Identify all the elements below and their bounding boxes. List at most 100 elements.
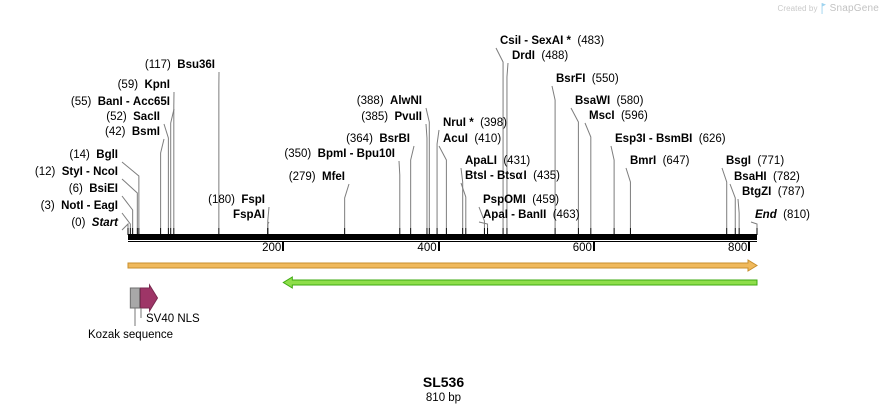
enzyme-name: Bsu36I (177, 59, 215, 71)
leader-line-bsgi (721, 167, 728, 228)
enzyme-position: (810) (783, 209, 810, 221)
leader-line-bmri (625, 167, 631, 228)
enzyme-label-nrui[interactable]: NruI * (398) (443, 117, 507, 129)
leader-line-apali (460, 167, 464, 228)
enzyme-name: End (755, 209, 777, 221)
leader-line-acui (438, 145, 447, 228)
enzyme-position: (410) (474, 133, 502, 145)
enzyme-label-fspi[interactable]: (180) FspI (208, 194, 265, 206)
enzyme-label-pspomi[interactable]: PspOMI (459) (483, 194, 559, 206)
enzyme-name: BsmBI (655, 133, 693, 145)
enzyme-position: (3) (40, 200, 55, 212)
ruler-tick-label-400: 400 (417, 242, 437, 254)
enzyme-label-bsu36i[interactable]: (117) Bsu36I (145, 59, 215, 71)
enzyme-label-bmri[interactable]: BmrI (647) (630, 155, 689, 167)
enzyme-label-bsrbi[interactable]: (364) BsrBI (346, 133, 410, 145)
enzyme-name: BsmI (131, 126, 160, 138)
enzyme-label-drdi[interactable]: DrdI (488) (512, 50, 568, 62)
sequence-length: 810 bp (425, 392, 462, 404)
enzyme-name: ApaLI (465, 155, 497, 167)
enzyme-label-pvuii[interactable]: (385) PvuII (361, 111, 422, 123)
leader-line-pvuii (425, 123, 428, 228)
enzyme-position: (364) (346, 133, 373, 145)
enzyme-name: BtsI (465, 170, 487, 182)
star-marker: * (566, 35, 571, 47)
enzyme-label-bsgi[interactable]: BsgI (771) (726, 155, 784, 167)
enzyme-name: AcuI (443, 133, 468, 145)
watermark-brand: SnapGene (829, 3, 879, 14)
feature-orange-arrow[interactable] (127, 259, 758, 272)
enzyme-position: (431) (503, 155, 531, 167)
enzyme-label-bsrfi[interactable]: BsrFI (550) (556, 73, 619, 85)
enzyme-position: (55) (70, 96, 92, 108)
enzyme-label-alwni[interactable]: (388) AlwNI (357, 95, 422, 107)
enzyme-label-apai-banii[interactable]: ApaI - BanII (463) (483, 209, 580, 221)
enzyme-name: SacII (133, 111, 160, 123)
snapgene-flag-icon (821, 3, 827, 14)
enzyme-label-bsahi[interactable]: BsaHI (782) (734, 171, 800, 183)
enzyme-label-esp3i-bsmbi[interactable]: Esp3I - BsmBI (626) (615, 133, 726, 145)
enzyme-name: StyI (61, 166, 83, 178)
enzyme-label-bani-acc65i[interactable]: (55) BanI - Acc65I (70, 96, 170, 108)
enzyme-position: (771) (757, 155, 785, 167)
enzyme-label-bsiei[interactable]: (6) BsiEI (69, 183, 118, 195)
enzyme-label-btgzi[interactable]: BtgZI (787) (742, 186, 805, 198)
enzyme-label-msci[interactable]: MscI (596) (589, 110, 648, 122)
enzyme-position: (6) (68, 183, 83, 195)
feature-kozak[interactable] (129, 287, 141, 309)
enzyme-label-csii-sexai[interactable]: CsiI - SexAI * (483) (500, 35, 605, 47)
enzyme-label-bsmi[interactable]: (42) BsmI (105, 126, 160, 138)
enzyme-name: ApaI (483, 209, 508, 221)
enzyme-label-fspai[interactable]: FspAI (233, 209, 265, 221)
enzyme-label-noti-eagi[interactable]: (3) NotI - EagI (40, 200, 118, 212)
enzyme-position: (14) (69, 149, 90, 161)
ruler-tick-400 (437, 242, 440, 251)
enzyme-label-bsawi[interactable]: BsaWI (580) (575, 95, 643, 107)
leader-line-msci (584, 122, 592, 228)
enzyme-label-styi-ncoi[interactable]: (12) StyI - NcoI (34, 166, 118, 178)
watermark-created-by: Created by (777, 4, 818, 13)
ruler-tick-800 (748, 242, 751, 251)
enzyme-label-kpni[interactable]: (59) KpnI (118, 79, 170, 91)
enzyme-label-acui[interactable]: AcuI (410) (443, 133, 501, 145)
leader-line-bgli (121, 161, 140, 228)
enzyme-label-apali[interactable]: ApaLI (431) (465, 155, 530, 167)
enzyme-position: (488) (541, 50, 569, 62)
enzyme-label-start[interactable]: (0) Start (71, 217, 118, 229)
enzyme-position: (398) (480, 117, 507, 129)
enzyme-name: BsiEI (89, 183, 118, 195)
ruler-bar (128, 234, 757, 240)
enzyme-name: BmrI (630, 155, 657, 167)
enzyme-position: (550) (591, 73, 619, 85)
sv40-nls-label[interactable]: SV40 NLS (146, 313, 200, 325)
ruler-tick-label-600: 600 (572, 242, 592, 254)
enzyme-name: BtgZI (742, 186, 772, 198)
enzyme-label-bpmi-bpu10i[interactable]: (350) BpmI - Bpu10I (284, 148, 395, 160)
enzyme-label-mfei[interactable]: (279) MfeI (289, 171, 345, 183)
enzyme-label-end[interactable]: End (810) (755, 209, 810, 221)
kozak-label[interactable]: Kozak sequence (88, 329, 174, 341)
feature-sv40-nls[interactable] (139, 283, 159, 313)
enzyme-position: (596) (620, 110, 648, 122)
enzyme-position: (0) (71, 217, 86, 229)
enzyme-name: KpnI (144, 79, 170, 91)
enzyme-label-btsi-btsai[interactable]: BtsI - Btsα I (435) (465, 170, 560, 182)
feature-green-arrow[interactable] (282, 276, 758, 289)
enzyme-position: (459) (532, 194, 560, 206)
enzyme-position: (580) (616, 95, 644, 107)
leader-line-bsmi (160, 138, 165, 228)
leader-line-btsi-btsai (460, 182, 467, 228)
enzyme-position: (626) (698, 133, 726, 145)
enzyme-name: NcoI (93, 166, 118, 178)
enzyme-label-sacii[interactable]: (52) SacII (106, 111, 160, 123)
enzyme-label-bgli[interactable]: (14) BglI (69, 149, 118, 161)
leader-line-esp3i-bsmbi (610, 145, 615, 228)
leader-line-btgzi (737, 198, 740, 228)
enzyme-position: (463) (552, 209, 580, 221)
enzyme-name: FspAI (233, 209, 265, 221)
enzyme-name: PspOMI (483, 194, 526, 206)
leader-line-bani-acc65i (170, 108, 175, 228)
